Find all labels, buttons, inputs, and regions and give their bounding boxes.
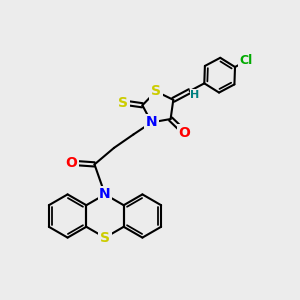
Text: S: S (151, 84, 161, 98)
Text: S: S (118, 96, 128, 110)
Text: Cl: Cl (240, 55, 253, 68)
Text: N: N (146, 116, 157, 129)
Text: O: O (179, 126, 190, 140)
Text: O: O (65, 156, 77, 170)
Text: N: N (99, 188, 111, 201)
Text: S: S (100, 231, 110, 244)
Text: H: H (190, 90, 200, 100)
